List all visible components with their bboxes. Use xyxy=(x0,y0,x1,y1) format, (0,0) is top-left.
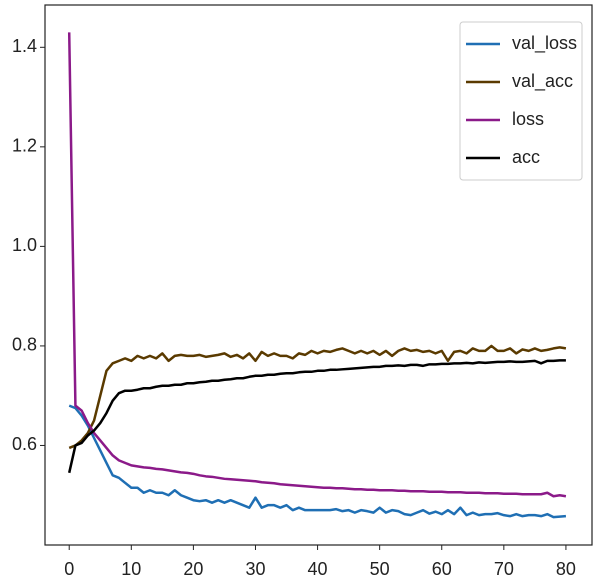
x-tick-label: 40 xyxy=(308,559,328,579)
legend-box xyxy=(459,21,583,181)
legend-label: val_loss xyxy=(512,33,577,54)
y-tick-label: 1.2 xyxy=(12,136,37,156)
y-tick-label: 0.8 xyxy=(12,335,37,355)
x-tick-label: 0 xyxy=(64,559,74,579)
x-tick-label: 30 xyxy=(245,559,265,579)
series-line xyxy=(67,32,567,498)
series-line xyxy=(67,359,566,474)
legend-label: val_acc xyxy=(512,71,573,92)
x-tick-label: 50 xyxy=(370,559,390,579)
x-tick-label: 80 xyxy=(556,559,576,579)
x-tick-label: 60 xyxy=(432,559,452,579)
y-tick-label: 1.4 xyxy=(12,36,37,56)
y-tick-label: 1.0 xyxy=(12,235,37,255)
x-tick-label: 20 xyxy=(183,559,203,579)
legend-label: acc xyxy=(512,147,540,167)
legend-label: loss xyxy=(512,109,544,129)
x-tick-label: 10 xyxy=(121,559,141,579)
x-tick-label: 70 xyxy=(494,559,514,579)
plot-frame xyxy=(44,4,593,546)
y-tick-label: 0.6 xyxy=(12,434,37,454)
series-line xyxy=(68,404,567,519)
series-line xyxy=(68,344,567,450)
